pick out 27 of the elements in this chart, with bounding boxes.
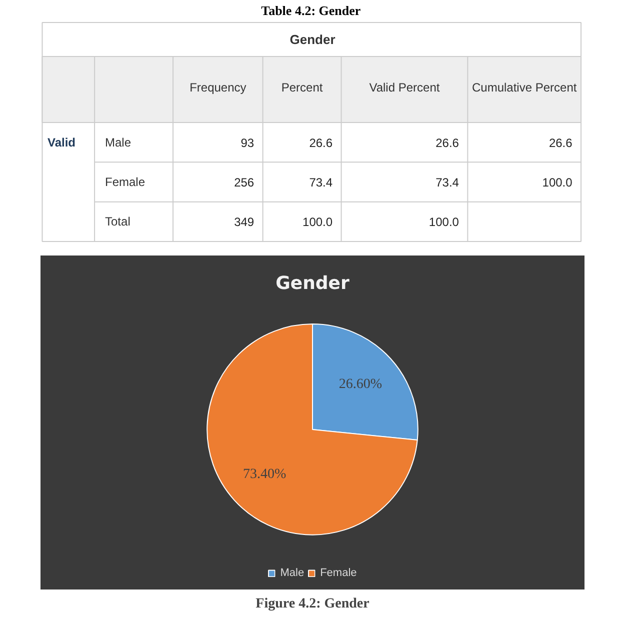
text: 93 xyxy=(240,136,254,150)
text: 100.0 xyxy=(302,215,333,230)
legend-label: Female xyxy=(320,567,357,579)
data-label: 26.60% xyxy=(338,377,382,392)
legend-label: Male xyxy=(280,567,304,579)
category-label: Valid Percent xyxy=(369,80,440,94)
text: 73.4 xyxy=(309,176,333,190)
text: Male xyxy=(105,135,132,150)
text: 100.0 xyxy=(428,215,459,230)
text: 73.4 xyxy=(436,176,459,190)
caption: Figure 4.2: Gender xyxy=(256,596,370,612)
data-label: 73.40% xyxy=(243,466,286,482)
text: 26.6 xyxy=(548,136,572,150)
text: 100.0 xyxy=(542,176,572,190)
text: Female xyxy=(105,175,146,189)
text: 349 xyxy=(234,215,254,230)
text: Valid xyxy=(47,135,76,150)
text: 256 xyxy=(234,176,254,190)
text: 26.6 xyxy=(436,136,459,150)
category-label: Percent xyxy=(281,80,324,94)
text: Total xyxy=(105,214,130,229)
text: Gender xyxy=(290,32,336,47)
category-label: Frequency xyxy=(190,80,246,94)
category-label: Cumulative Percent xyxy=(472,80,578,94)
text: 26.6 xyxy=(309,136,333,150)
text: Table 4.2: Gender xyxy=(261,3,361,18)
chart-title: Gender xyxy=(276,272,350,294)
